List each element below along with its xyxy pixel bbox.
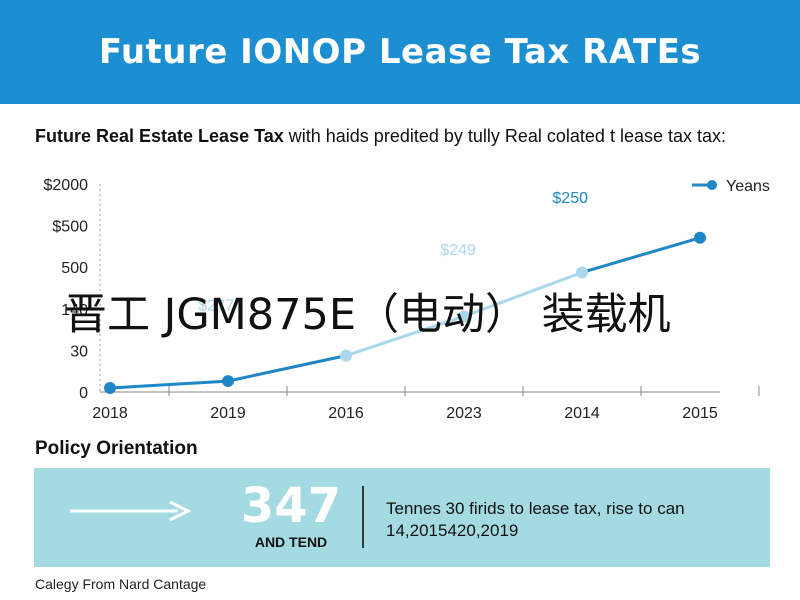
page-title: Future IONOP Lease Tax RATEs	[98, 32, 702, 72]
data-point	[576, 266, 588, 279]
policy-section-title: Policy Orientation	[35, 438, 198, 459]
arrow-right-icon	[70, 500, 192, 522]
x-tick-label: 2015	[682, 405, 718, 422]
legend-label: Yeans	[726, 178, 770, 195]
y-tick-label: 0	[79, 385, 88, 402]
overlay-caption: 晋工 JGM875E（电动） 装载机	[64, 290, 671, 340]
data-label: $249	[440, 242, 476, 259]
y-tick-label: 140	[61, 302, 88, 319]
data-label: $277	[198, 298, 234, 315]
data-point	[104, 382, 116, 394]
data-point	[222, 375, 234, 388]
data-label: $250	[552, 190, 588, 207]
data-point	[458, 310, 470, 323]
y-tick-label: 500	[61, 260, 88, 277]
x-tick-label: 2018	[92, 405, 128, 422]
data-point	[694, 231, 706, 244]
policy-divider	[362, 486, 364, 548]
x-tick-label: 2014	[564, 405, 600, 422]
policy-panel: 347 AND TEND Tennes 30 firids to lease t…	[34, 468, 770, 567]
series-line-segment	[108, 379, 230, 390]
policy-description: Tennes 30 firids to lease tax, rise to c…	[386, 499, 685, 540]
stat-label: AND TEND	[254, 534, 328, 550]
footer-source: Calegy From Nard Cantage	[35, 576, 207, 592]
series-line-segment	[580, 236, 702, 274]
stat-number: 347	[240, 478, 342, 534]
series-line-segment	[226, 354, 348, 383]
chart-subtitle: Future Real Estate Lease Tax with haids …	[35, 124, 755, 148]
data-point	[340, 349, 352, 362]
y-tick-label: $500	[52, 219, 88, 236]
series-line-segment	[462, 270, 584, 318]
subtitle-rest-text: with haids predited by tully Real colate…	[283, 126, 727, 146]
subtitle-bold-text: Future Real Estate Lease Tax	[35, 126, 284, 146]
y-tick-label: $2000	[44, 177, 89, 194]
legend-marker	[707, 180, 717, 190]
x-tick-label: 2023	[446, 405, 482, 422]
series-line-segment	[344, 314, 466, 358]
y-tick-label: 30	[70, 343, 88, 360]
header-banner: Future IONOP Lease Tax RATEs	[0, 0, 800, 104]
x-tick-label: 2016	[328, 405, 364, 422]
x-tick-label: 2019	[210, 405, 246, 422]
